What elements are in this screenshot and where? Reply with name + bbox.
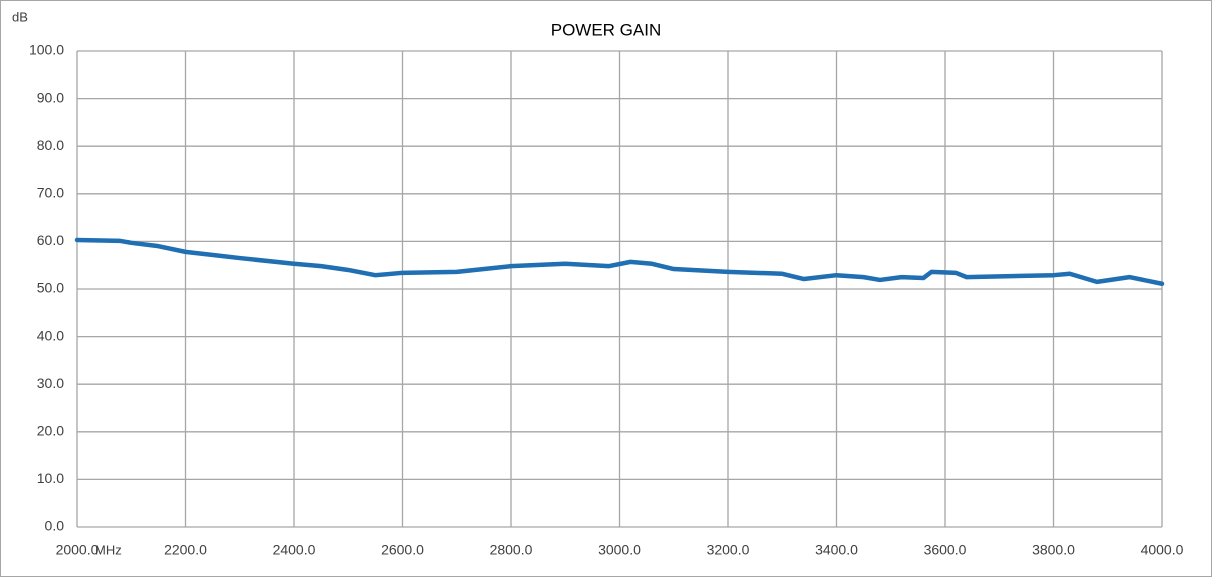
x-tick-label: 3000.0 <box>598 542 641 558</box>
y-tick-label: 70.0 <box>37 185 64 201</box>
x-tick-label: 2000.0 <box>56 542 99 558</box>
y-axis-label: dB <box>12 9 28 24</box>
y-tick-label: 0.0 <box>45 518 65 534</box>
x-tick-label: 2600.0 <box>381 542 424 558</box>
x-tick-label: 2200.0 <box>164 542 207 558</box>
y-tick-label: 80.0 <box>37 137 64 153</box>
y-tick-label: 10.0 <box>37 470 64 486</box>
y-tick-label: 30.0 <box>37 375 64 391</box>
y-tick-label: 20.0 <box>37 423 64 439</box>
data-line <box>74 237 1165 287</box>
x-tick-label: 3200.0 <box>707 542 750 558</box>
y-tick-label: 50.0 <box>37 280 64 296</box>
x-axis-label: MHz <box>95 542 122 557</box>
x-tick-label: 3400.0 <box>815 542 858 558</box>
y-tick-label: 40.0 <box>37 327 64 343</box>
x-tick-label: 3800.0 <box>1032 542 1075 558</box>
y-tick-label: 60.0 <box>37 232 64 248</box>
y-tick-label: 100.0 <box>29 42 64 58</box>
x-tick-label: 2800.0 <box>490 542 533 558</box>
chart-title: POWER GAIN <box>551 20 662 39</box>
y-tick-label: 90.0 <box>37 89 64 105</box>
x-tick-label: 2400.0 <box>273 542 316 558</box>
x-tick-label: 3600.0 <box>924 542 967 558</box>
x-tick-label: 4000.0 <box>1141 542 1184 558</box>
